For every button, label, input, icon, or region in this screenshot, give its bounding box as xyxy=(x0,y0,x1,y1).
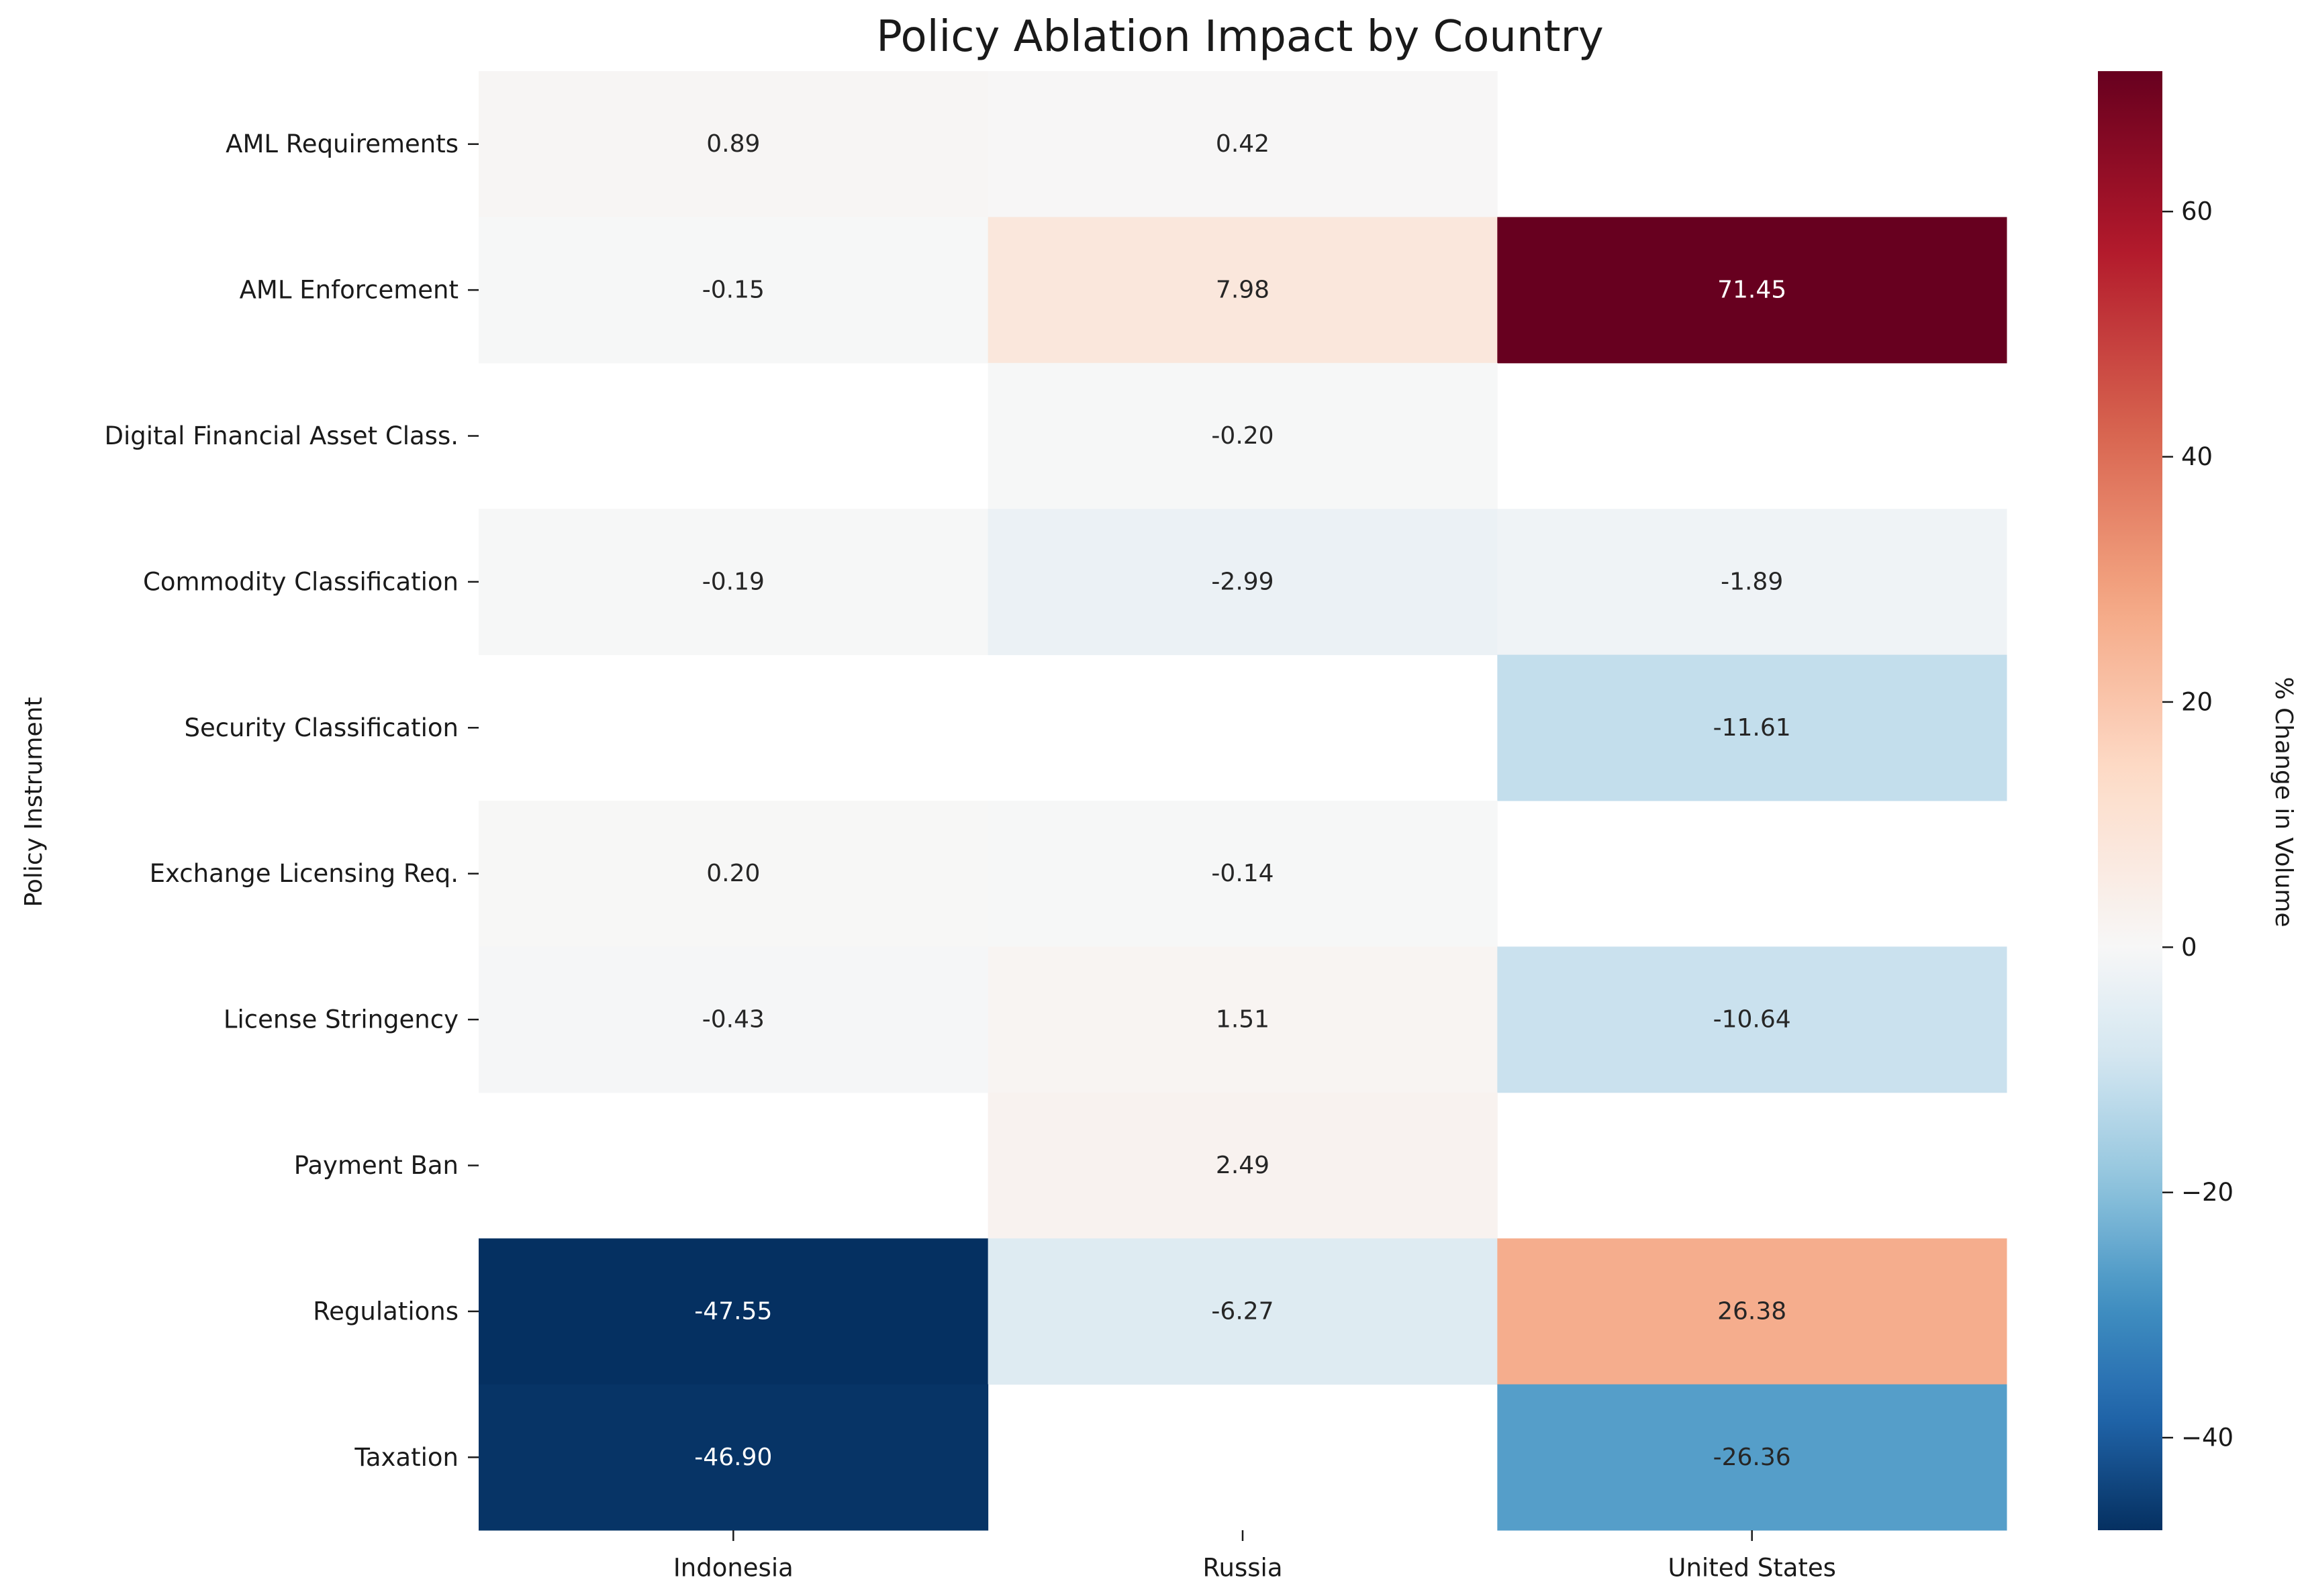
heatmap-cell-value: 26.38 xyxy=(1717,1297,1786,1325)
heatmap-cell-value: 0.42 xyxy=(1216,130,1269,158)
heatmap-cell-value: -26.36 xyxy=(1713,1444,1791,1471)
column-tick-label: Indonesia xyxy=(673,1554,794,1583)
heatmap-cell xyxy=(479,217,989,364)
heatmap-cell-value: -47.55 xyxy=(694,1297,772,1325)
column-tick-label: Russia xyxy=(1202,1554,1282,1583)
heatmap-cell xyxy=(479,71,989,217)
colorbar-tick-label: 60 xyxy=(2181,197,2213,226)
row-tick-label: License Stringency xyxy=(224,1005,459,1034)
heatmap-cell xyxy=(988,801,1498,947)
colorbar-gradient xyxy=(2098,71,2162,1530)
colorbar-tick-label: −40 xyxy=(2181,1424,2234,1452)
row-tick-label: Commodity Classification xyxy=(143,567,459,596)
colorbar-tick-label: 40 xyxy=(2181,442,2213,471)
heatmap-cell xyxy=(988,71,1498,217)
heatmap-cell-value: -1.89 xyxy=(1721,568,1783,595)
row-tick-label: AML Enforcement xyxy=(240,276,459,305)
heatmap-cell xyxy=(479,1238,989,1385)
heatmap-cell-value: -2.99 xyxy=(1211,568,1274,595)
row-tick-label: Taxation xyxy=(354,1443,459,1472)
heatmap-cell-value: 2.49 xyxy=(1216,1152,1269,1179)
heatmap-cell xyxy=(1497,217,2007,364)
colorbar-tick-label: −20 xyxy=(2181,1178,2234,1207)
heatmap-cell xyxy=(479,509,989,656)
heatmap-cell xyxy=(1497,654,2007,801)
colorbar-tick-label: 0 xyxy=(2181,933,2197,962)
heatmap-cell-value: -46.90 xyxy=(694,1444,772,1471)
row-tick-label: Security Classification xyxy=(184,713,459,742)
heatmap-cell-value: 7.98 xyxy=(1216,277,1269,304)
heatmap-cell xyxy=(988,362,1498,509)
column-tick-label: United States xyxy=(1668,1554,1836,1583)
heatmap-cell-value: -11.61 xyxy=(1713,714,1791,742)
heatmap-cell-value: -0.15 xyxy=(702,277,765,304)
chart-title: Policy Ablation Impact by Country xyxy=(876,12,1604,62)
heatmap-cell-value: -0.43 xyxy=(702,1006,765,1034)
colorbar-ticks: −40 −20 0 20 40 60 xyxy=(2162,197,2234,1452)
heatmap-cell-value: -6.27 xyxy=(1211,1297,1274,1325)
heatmap-cell-labels: 0.89 0.42 -0.15 7.98 71.45 -0.20 -0.19 -2.99 -1.… xyxy=(694,130,1790,1471)
row-tick-label: Payment Ban xyxy=(294,1151,459,1180)
y-axis-label: Policy Instrument xyxy=(20,697,48,907)
colorbar-tick-label: 20 xyxy=(2181,687,2213,716)
heatmap-cell xyxy=(1497,1238,2007,1385)
column-tick-labels: Indonesia Russia United States xyxy=(673,1530,1836,1583)
row-tick-labels: AML Requirements AML Enforcement Digital F… xyxy=(104,130,479,1472)
row-tick-label: Regulations xyxy=(313,1297,459,1326)
row-tick-label: Exchange Licensing Req. xyxy=(150,859,459,888)
row-tick-label: AML Requirements xyxy=(226,130,459,158)
row-tick-label: Digital Financial Asset Class. xyxy=(104,421,459,450)
heatmap-cell-value: 71.45 xyxy=(1717,277,1786,304)
heatmap-cell xyxy=(479,1384,989,1531)
heatmap-cell xyxy=(479,801,989,947)
heatmap-cells xyxy=(479,71,2007,1531)
heatmap-cell xyxy=(1497,1384,2007,1531)
heatmap-cell xyxy=(1497,946,2007,1093)
heatmap-cell-value: -10.64 xyxy=(1713,1006,1791,1034)
heatmap-cell xyxy=(988,946,1498,1093)
heatmap-cell xyxy=(988,217,1498,364)
heatmap-cell xyxy=(1497,509,2007,656)
heatmap-cell-value: -0.20 xyxy=(1211,422,1274,450)
heatmap-cell-value: 0.89 xyxy=(706,130,760,158)
heatmap-cell-value: -0.14 xyxy=(1211,860,1274,887)
colorbar-label: % Change in Volume xyxy=(2270,677,2297,927)
colorbar: −40 −20 0 20 40 60 xyxy=(2098,71,2234,1530)
heatmap-cell xyxy=(988,1238,1498,1385)
heatmap-cell xyxy=(988,1092,1498,1239)
heatmap-cell-value: 1.51 xyxy=(1216,1006,1269,1034)
heatmap-cell xyxy=(479,946,989,1093)
heatmap-cell-value: 0.20 xyxy=(706,860,760,887)
heatmap-cell-value: -0.19 xyxy=(702,568,765,595)
heatmap-cell xyxy=(988,509,1498,656)
